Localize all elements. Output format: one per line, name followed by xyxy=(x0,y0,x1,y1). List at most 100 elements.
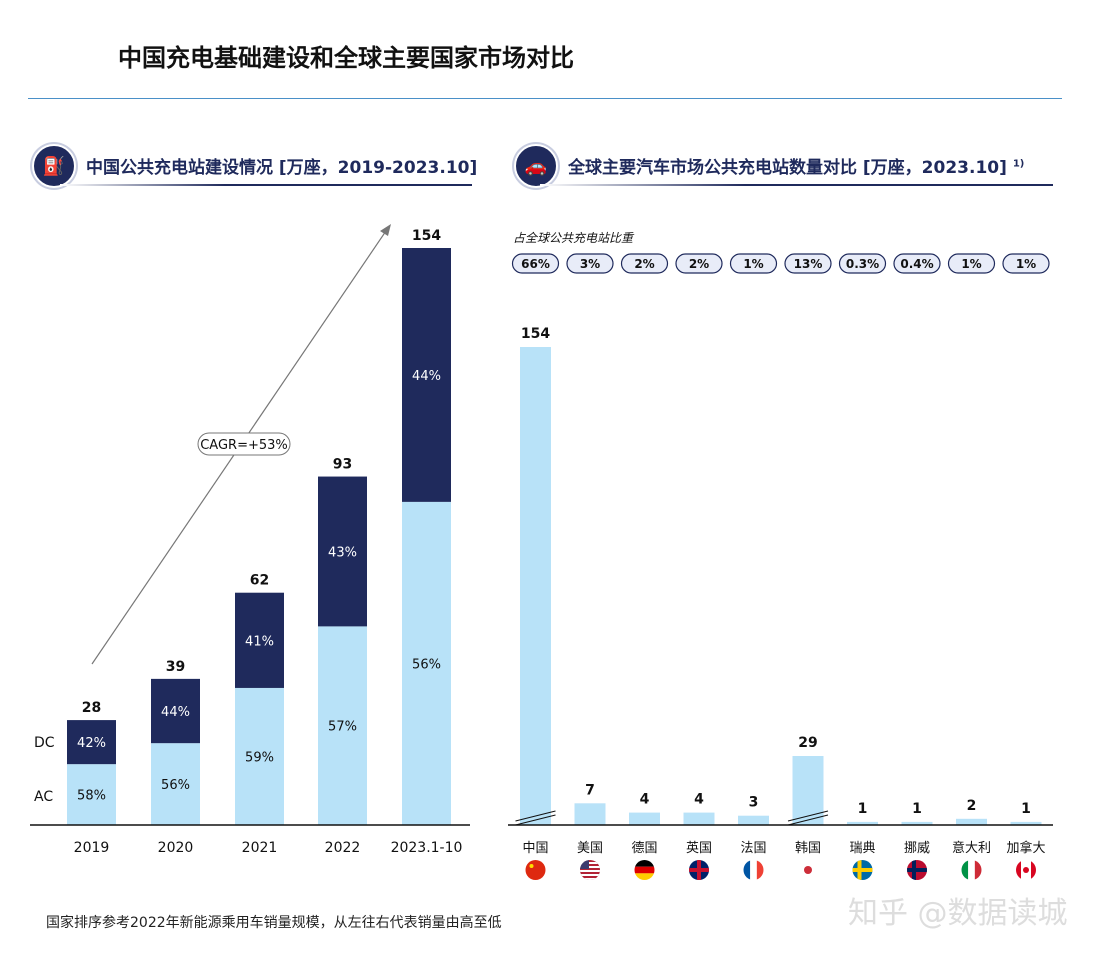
bar-value-label: 4 xyxy=(640,792,650,808)
cagr-arrowhead xyxy=(380,224,391,236)
share-value: 2% xyxy=(689,257,709,271)
bar-total-label: 28 xyxy=(82,700,101,716)
charging-station-icon: ⛽ xyxy=(32,144,76,188)
flag-body xyxy=(1016,860,1036,880)
flag-star xyxy=(529,864,534,868)
axis-break xyxy=(515,814,556,826)
bar xyxy=(574,803,606,825)
share-value: 66% xyxy=(521,257,550,271)
bar-ac xyxy=(318,626,367,825)
x-tick-label: 2021 xyxy=(242,840,278,856)
bar xyxy=(683,812,715,825)
bar-ac xyxy=(151,743,200,825)
flag-body xyxy=(961,860,982,880)
legend-dc: DC xyxy=(34,735,55,751)
x-tick-label: 2020 xyxy=(158,840,194,856)
x-tick-label: 2022 xyxy=(325,840,361,856)
bar-ac xyxy=(67,764,116,825)
share-label: 占全球公共充电站比重 xyxy=(513,231,635,245)
flag-stripe xyxy=(580,866,600,868)
country-label: 中国 xyxy=(522,841,548,856)
country-label: 法国 xyxy=(740,841,766,856)
flag-body xyxy=(689,860,709,880)
bar-ac-label: 58% xyxy=(77,789,106,804)
axis-break xyxy=(787,810,829,822)
flag-body xyxy=(798,860,818,880)
flag-cross xyxy=(852,868,873,872)
bar-value-label: 29 xyxy=(798,735,817,751)
country-label: 瑞典 xyxy=(849,841,875,856)
share-value: 2% xyxy=(634,257,654,271)
flag-stripe xyxy=(580,862,600,864)
bar xyxy=(520,347,551,825)
flag-no-icon xyxy=(907,860,927,880)
bar xyxy=(1010,821,1042,825)
flag-us-icon xyxy=(580,860,600,880)
bar-value-label: 1 xyxy=(912,801,922,817)
flag-stripe xyxy=(961,860,969,880)
share-pill xyxy=(893,253,941,274)
cagr-pill xyxy=(197,432,291,456)
country-label: 挪威 xyxy=(904,841,930,856)
flag-it-icon xyxy=(961,860,982,880)
bar-ac-label: 56% xyxy=(412,657,441,672)
bar xyxy=(792,756,824,825)
bar-ac xyxy=(235,687,284,825)
flag-band xyxy=(1031,860,1036,880)
bar-value-label: 4 xyxy=(694,792,704,808)
page-title: 中国充电基础建设和全球主要国家市场对比 xyxy=(118,44,574,72)
bar xyxy=(901,821,933,825)
bar-value-label: 7 xyxy=(585,782,595,798)
bar-dc xyxy=(67,720,116,765)
right-section-title-text: 全球主要汽车市场公共充电站数量对比 [万座，2023.10] xyxy=(568,158,1007,178)
share-pill xyxy=(838,253,887,274)
flag-stripe xyxy=(743,860,751,880)
flag-fr-icon xyxy=(743,860,764,880)
share-value: 0.3% xyxy=(846,257,879,271)
bar-dc xyxy=(402,248,451,502)
flag-body xyxy=(580,860,600,880)
country-label: 美国 xyxy=(577,841,603,856)
flag-stripe xyxy=(750,860,757,880)
country-label: 加拿大 xyxy=(1006,840,1045,856)
axis-break xyxy=(515,810,556,822)
bar-value-label: 2 xyxy=(967,798,977,814)
bar xyxy=(629,812,660,825)
bar-dc xyxy=(151,678,200,744)
bar-dc-label: 44% xyxy=(161,705,190,720)
x-tick-label: 2019 xyxy=(74,840,110,856)
bar-dc-label: 41% xyxy=(245,634,274,649)
bar-ac-label: 57% xyxy=(328,720,357,735)
country-label: 英国 xyxy=(686,841,712,856)
bar-total-label: 39 xyxy=(166,659,185,675)
bar-ac xyxy=(402,501,451,825)
share-value: 0.4% xyxy=(900,257,933,271)
bar-dc-label: 44% xyxy=(412,369,441,384)
flag-body xyxy=(743,860,764,880)
bar-value-label: 3 xyxy=(749,795,759,811)
share-value: 3% xyxy=(580,257,600,271)
share-pill xyxy=(729,253,778,274)
bar-dc xyxy=(318,476,367,627)
bar xyxy=(847,821,878,825)
bar-dc xyxy=(235,592,284,688)
axis-break xyxy=(787,814,829,826)
flag-body xyxy=(525,860,546,880)
x-tick-label: 2023.1-10 xyxy=(391,840,463,856)
bar-total-label: 154 xyxy=(412,228,441,244)
flag-stripe xyxy=(634,860,655,867)
flag-body xyxy=(852,860,873,880)
flag-body xyxy=(907,860,927,880)
flag-body xyxy=(634,860,655,880)
flag-leaf xyxy=(1023,867,1029,873)
legend-ac: AC xyxy=(34,789,53,805)
flag-cn-icon xyxy=(525,860,546,880)
bar-total-label: 93 xyxy=(333,457,352,473)
share-pill xyxy=(675,253,723,274)
flag-stripe xyxy=(580,874,600,876)
flag-stripe xyxy=(580,870,600,872)
share-value: 13% xyxy=(794,257,823,271)
flag-band xyxy=(1016,860,1021,880)
